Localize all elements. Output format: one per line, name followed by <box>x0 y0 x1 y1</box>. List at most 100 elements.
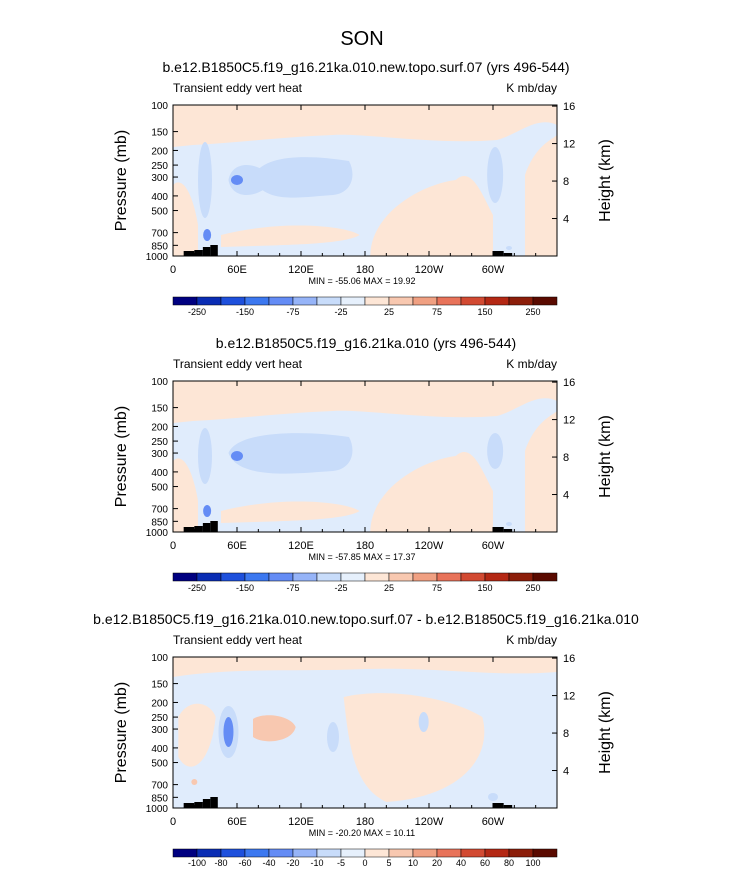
panel-title: b.e12.B1850C5.f19_g16.21ka.010.new.topo.… <box>162 59 569 75</box>
x-tick-label: 180 <box>356 264 374 276</box>
min-max-label: MIN = -20.20 MAX = 10.11 <box>309 828 415 838</box>
topography-block <box>194 802 203 808</box>
negative-minimum <box>203 505 212 517</box>
negative-minimum <box>231 175 243 185</box>
negative-minimum <box>223 717 234 747</box>
y2-axis-title: Height (km) <box>597 139 614 222</box>
x-tick-label: 180 <box>356 816 374 828</box>
x-tick-label: 120W <box>415 540 444 552</box>
positive-region <box>221 225 360 247</box>
x-tick-label: 120E <box>288 816 314 828</box>
topography-block <box>183 527 195 532</box>
colorbar-swatch <box>388 848 414 858</box>
panel-variable-label: Transient eddy vert heat <box>173 81 303 95</box>
y-tick-label: 200 <box>151 146 168 157</box>
colorbar-label: 25 <box>384 307 394 317</box>
y-tick-label: 100 <box>151 377 168 388</box>
colorbar-label: 100 <box>525 858 540 868</box>
y2-tick-label: 4 <box>563 766 569 778</box>
colorbar-swatch <box>340 572 366 582</box>
topography-block <box>493 527 504 532</box>
x-tick-label: 0 <box>170 264 176 276</box>
colorbar-swatch <box>412 848 438 858</box>
positive-region <box>343 693 485 802</box>
plot-area <box>173 105 557 256</box>
colorbar-label: -250 <box>188 307 206 317</box>
colorbar-label: -100 <box>188 858 206 868</box>
colorbar-swatch <box>196 848 222 858</box>
y-tick-label: 300 <box>151 725 168 736</box>
colorbar-label: 60 <box>480 858 490 868</box>
x-tick-label: 0 <box>170 816 176 828</box>
x-tick-label: 120W <box>415 816 444 828</box>
y2-tick-label: 16 <box>563 377 575 389</box>
negative-column <box>487 433 504 469</box>
colorbar-swatch <box>484 848 510 858</box>
colorbar-swatch <box>436 572 462 582</box>
colorbar-swatch <box>172 296 198 306</box>
colorbar-label: -10 <box>310 858 323 868</box>
positive-region <box>221 501 360 523</box>
colorbar-swatch <box>340 848 366 858</box>
y-tick-label: 700 <box>151 229 168 240</box>
topography-block <box>493 803 504 808</box>
y-tick-label: 150 <box>151 680 168 691</box>
y-tick-label: 1000 <box>146 528 169 539</box>
x-tick-label: 180 <box>356 540 374 552</box>
colorbar-swatch <box>364 848 390 858</box>
colorbar-label: -5 <box>337 858 345 868</box>
panel-title: b.e12.B1850C5.f19_g16.21ka.010 (yrs 496-… <box>216 335 516 351</box>
y2-tick-label: 12 <box>563 691 575 703</box>
y-tick-label: 200 <box>151 422 168 433</box>
colorbar-swatch <box>196 296 222 306</box>
colorbar-swatch <box>532 848 558 858</box>
colorbar-label: 250 <box>525 307 540 317</box>
colorbar-label: 75 <box>432 307 442 317</box>
positive-region <box>253 715 296 742</box>
min-max-label: MIN = -57.85 MAX = 17.37 <box>308 552 415 562</box>
y-tick-label: 400 <box>151 744 168 755</box>
panel-units-label: K mb/day <box>506 81 557 95</box>
y2-tick-label: 8 <box>563 176 569 188</box>
colorbar-swatch <box>172 572 198 582</box>
panel-difference: b.e12.B1850C5.f19_g16.21ka.010.new.topo.… <box>93 611 639 868</box>
colorbar-label: -250 <box>188 583 206 593</box>
y-tick-label: 300 <box>151 449 168 460</box>
y2-tick-label: 4 <box>563 214 569 226</box>
colorbar-swatch <box>436 296 462 306</box>
panel-control: b.e12.B1850C5.f19_g16.21ka.010 (yrs 496-… <box>113 335 614 593</box>
negative-column <box>487 147 504 203</box>
y-tick-label: 250 <box>151 713 168 724</box>
colorbar-swatch <box>436 848 462 858</box>
x-tick-label: 60E <box>227 264 247 276</box>
colorbar-swatch <box>196 572 222 582</box>
y-tick-label: 500 <box>151 759 168 770</box>
panel-title: b.e12.B1850C5.f19_g16.21ka.010.new.topo.… <box>93 611 639 627</box>
x-tick-label: 60E <box>227 540 247 552</box>
y-axis-title: Pressure (mb) <box>113 406 130 507</box>
colorbar-label: 10 <box>408 858 418 868</box>
colorbar-label: 250 <box>525 583 540 593</box>
panel-variable-label: Transient eddy vert heat <box>173 633 303 647</box>
colorbar-swatch <box>316 848 342 858</box>
colorbar-label: 5 <box>386 858 391 868</box>
colorbar-swatch <box>292 848 318 858</box>
negative-minimum <box>203 229 212 241</box>
y-tick-label: 250 <box>151 161 168 172</box>
colorbar-swatch <box>268 296 294 306</box>
negative-region <box>228 433 353 474</box>
y-tick-label: 700 <box>151 781 168 792</box>
y-tick-label: 1000 <box>146 252 169 263</box>
colorbar-swatch <box>532 296 558 306</box>
colorbar-swatch <box>316 296 342 306</box>
topography-block <box>503 805 513 808</box>
negative-region <box>228 165 275 195</box>
y2-tick-label: 12 <box>563 415 575 427</box>
plot-area <box>173 657 557 808</box>
topography-block <box>210 521 218 532</box>
y-tick-label: 500 <box>151 483 168 494</box>
y-tick-label: 700 <box>151 505 168 516</box>
y2-axis-title: Height (km) <box>597 415 614 498</box>
y2-tick-label: 16 <box>563 653 575 665</box>
